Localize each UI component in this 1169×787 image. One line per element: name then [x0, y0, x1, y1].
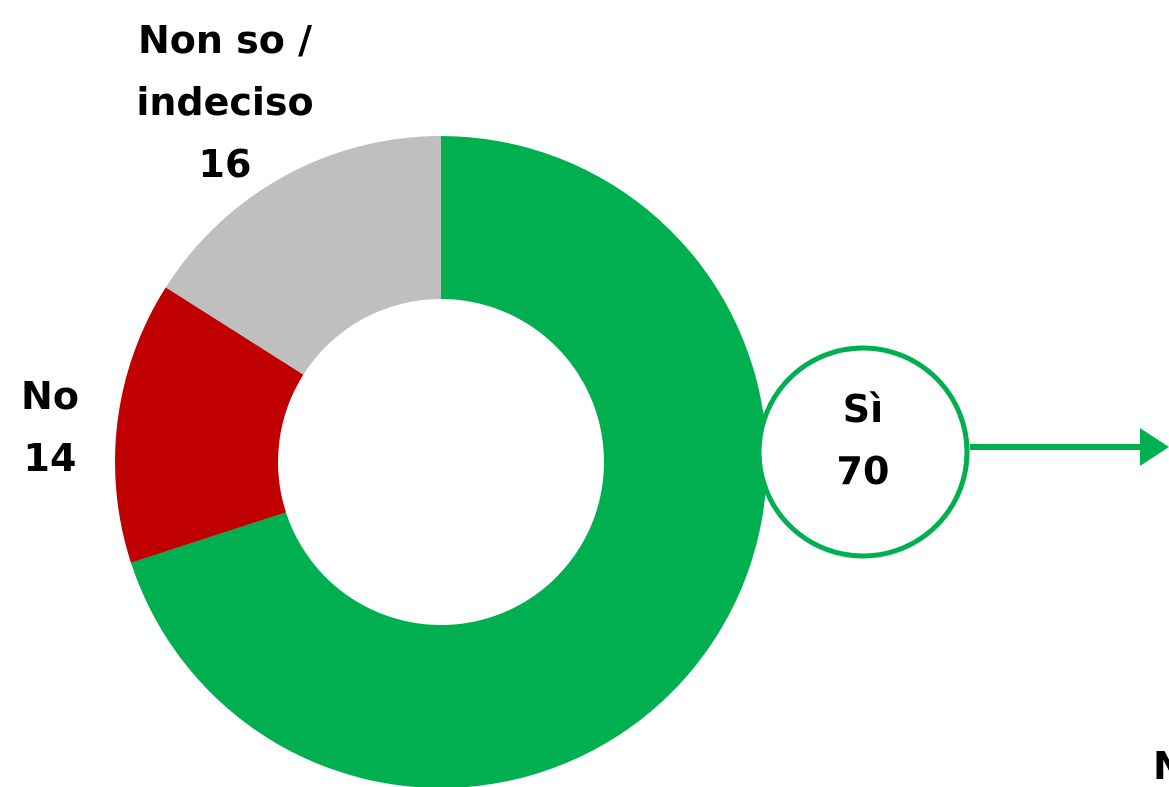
- value-label: 16: [198, 142, 252, 186]
- value-label: 70: [836, 449, 890, 493]
- category-label: Sì: [842, 387, 884, 431]
- annotation: N: [1153, 744, 1169, 787]
- category-label: Non so / indeciso: [136, 18, 314, 124]
- callout-circle: [756, 345, 970, 559]
- arrow-head: [1140, 428, 1169, 466]
- value-label: 14: [23, 436, 77, 480]
- label-group: Non so / indeciso 16: [110, 9, 340, 195]
- label-group: No 14: [0, 365, 100, 489]
- category-label: No: [21, 374, 79, 418]
- donut: [115, 136, 767, 787]
- label-group: Sì 70: [803, 378, 923, 502]
- donut-segment: [165, 136, 442, 375]
- donut-segment: [115, 287, 304, 563]
- donut-segment: [130, 136, 767, 787]
